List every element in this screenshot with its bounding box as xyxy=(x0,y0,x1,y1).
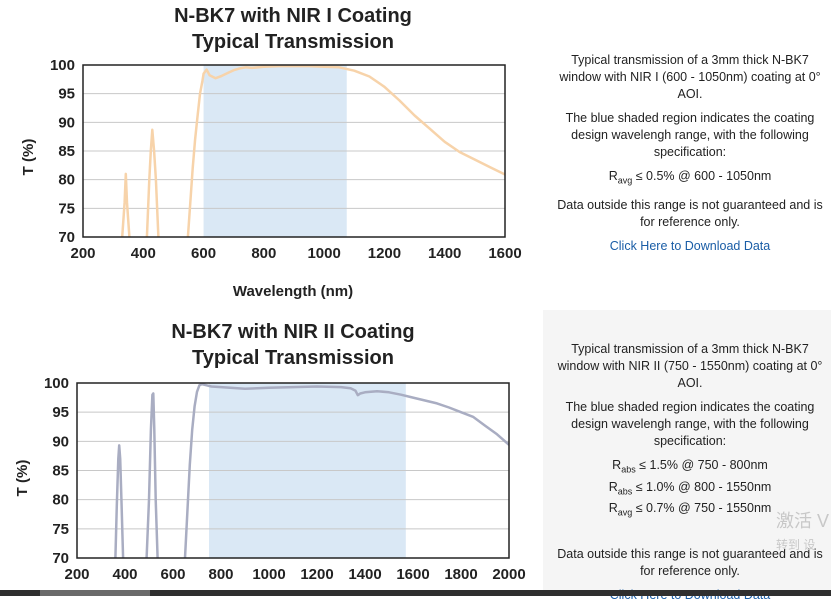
y-axis-label: T (%) xyxy=(14,460,31,497)
spec-line: Rabs ≤ 1.5% @ 750 - 800nm xyxy=(612,458,768,475)
info-panel-nir1: Typical transmission of a 3mm thick N-BK… xyxy=(543,0,831,310)
x-tick-label: 1200 xyxy=(300,566,333,583)
chart-panel-nir1: N-BK7 with NIR I Coating Typical Transmi… xyxy=(0,0,544,310)
description-paragraph: Typical transmission of a 3mm thick N-BK… xyxy=(559,53,821,101)
spec-line: Ravg ≤ 0.5% @ 600 - 1050nm xyxy=(608,169,772,186)
transmission-curve xyxy=(114,383,509,558)
x-tick-label: 1800 xyxy=(444,566,477,583)
disclaimer-text: Data outside this range is not guarantee… xyxy=(557,197,823,229)
x-tick-label: 1400 xyxy=(428,245,461,262)
transmission-curve xyxy=(120,65,505,237)
y-tick-label: 75 xyxy=(58,200,75,217)
info-panel-nir2: Typical transmission of a 3mm thick N-BK… xyxy=(543,310,831,602)
y-tick-label: 95 xyxy=(52,404,69,421)
info-text-nir1: Typical transmission of a 3mm thick N-BK… xyxy=(557,52,823,255)
plot-frame xyxy=(82,64,506,238)
chart-subtitle: Typical Transmission xyxy=(192,347,394,369)
x-tick-label: 200 xyxy=(64,566,89,583)
info-text-nir2: Typical transmission of a 3mm thick N-BK… xyxy=(557,341,823,604)
y-tick-label: 70 xyxy=(58,229,75,246)
y-tick-label: 100 xyxy=(44,375,69,392)
scrollbar-thumb[interactable] xyxy=(40,590,150,596)
x-tick-label: 1200 xyxy=(368,245,401,262)
x-tick-label: 400 xyxy=(131,245,156,262)
chart-nir2: N-BK7 with NIR II Coating Typical Transm… xyxy=(14,321,526,583)
activation-watermark: 激活 V xyxy=(776,511,830,531)
y-tick-label: 80 xyxy=(52,492,69,509)
y-tick-label: 85 xyxy=(52,463,69,480)
x-tick-label: 200 xyxy=(70,245,95,262)
y-tick-label: 75 xyxy=(52,521,69,538)
chart-panel-nir2: N-BK7 with NIR II Coating Typical Transm… xyxy=(0,310,544,596)
y-tick-label: 95 xyxy=(58,86,75,103)
x-tick-label: 600 xyxy=(191,245,216,262)
chart-title: N-BK7 with NIR I Coating xyxy=(174,5,412,27)
y-tick-label: 80 xyxy=(58,172,75,189)
specification-intro: The blue shaded region indicates the coa… xyxy=(565,111,815,159)
spec-line: Rabs ≤ 1.0% @ 800 - 1550nm xyxy=(608,479,772,497)
x-tick-label: 2000 xyxy=(492,566,525,583)
y-tick-label: 85 xyxy=(58,143,75,160)
y-tick-label: 100 xyxy=(50,57,75,74)
download-data-link[interactable]: Click Here to Download Data xyxy=(609,238,771,253)
x-tick-label: 400 xyxy=(112,566,137,583)
chart-title: N-BK7 with NIR II Coating xyxy=(171,321,414,343)
description-paragraph: Typical transmission of a 3mm thick N-BK… xyxy=(557,342,823,390)
x-tick-label: 800 xyxy=(208,566,233,583)
bottom-scrollbar[interactable] xyxy=(0,590,831,596)
y-tick-label: 90 xyxy=(58,114,75,131)
x-axis-label: Wavelength (nm) xyxy=(233,283,353,300)
chart-subtitle: Typical Transmission xyxy=(192,31,394,53)
spec-line: Ravg ≤ 0.7% @ 750 - 1550nm xyxy=(608,501,772,518)
specification-intro: The blue shaded region indicates the coa… xyxy=(565,400,815,448)
x-tick-label: 600 xyxy=(160,566,185,583)
x-tick-label: 1600 xyxy=(396,566,429,583)
x-tick-label: 1600 xyxy=(488,245,521,262)
chart-nir1: N-BK7 with NIR I Coating Typical Transmi… xyxy=(20,5,522,300)
y-axis-label: T (%) xyxy=(20,139,37,176)
chart-row-nir1: N-BK7 with NIR I Coating Typical Transmi… xyxy=(0,0,831,310)
x-tick-label: 1400 xyxy=(348,566,381,583)
x-tick-label: 1000 xyxy=(307,245,340,262)
plot-frame xyxy=(76,382,510,559)
activation-watermark-sub: 转到 设 xyxy=(776,538,816,552)
disclaimer-text: Data outside this range is not guarantee… xyxy=(557,546,823,578)
chart-row-nir2: N-BK7 with NIR II Coating Typical Transm… xyxy=(0,310,831,602)
y-tick-label: 70 xyxy=(52,550,69,567)
x-tick-label: 800 xyxy=(251,245,276,262)
y-tick-label: 90 xyxy=(52,433,69,450)
x-tick-label: 1000 xyxy=(252,566,285,583)
